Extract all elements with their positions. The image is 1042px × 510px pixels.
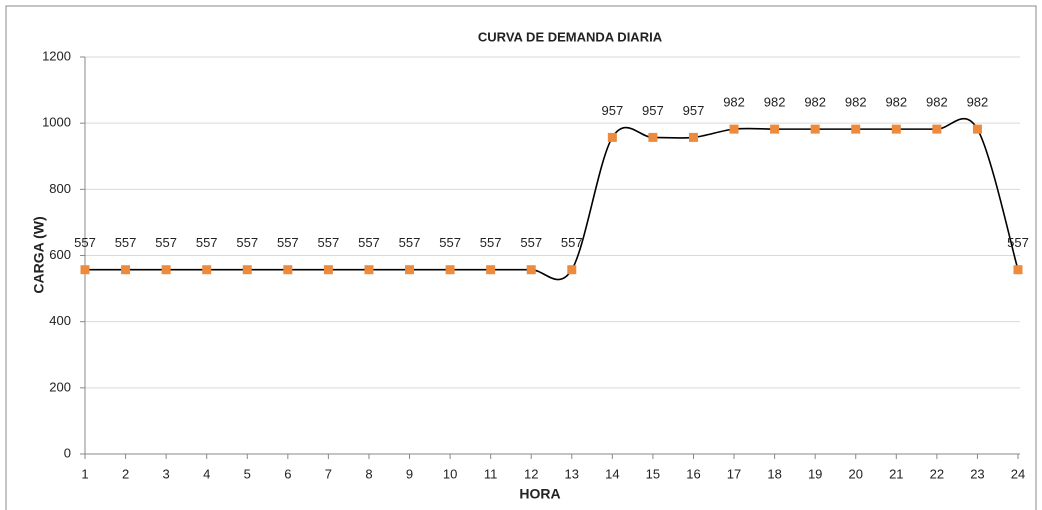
data-label: 982 (845, 95, 867, 110)
marker (121, 265, 131, 275)
marker (810, 124, 820, 134)
x-tick-label: 12 (524, 466, 538, 481)
y-axis-label: CARGA (W) (31, 216, 47, 293)
x-tick-label: 22 (930, 466, 944, 481)
data-label: 557 (115, 235, 137, 250)
chart-frame (5, 5, 1037, 510)
x-tick-label: 10 (443, 466, 457, 481)
x-tick-label: 20 (849, 466, 863, 481)
marker (445, 265, 455, 275)
x-axis-label: HORA (519, 486, 560, 502)
data-label: 982 (804, 95, 826, 110)
data-label: 557 (358, 235, 380, 250)
marker (323, 265, 333, 275)
y-tick-label: 1000 (42, 115, 71, 130)
marker (972, 124, 982, 134)
marker (891, 124, 901, 134)
data-label: 557 (196, 235, 218, 250)
data-label: 957 (642, 103, 664, 118)
y-tick-label: 0 (64, 445, 71, 460)
x-tick-label: 14 (605, 466, 619, 481)
y-tick-label: 400 (49, 313, 71, 328)
x-tick-label: 23 (970, 466, 984, 481)
marker (202, 265, 212, 275)
data-label: 957 (683, 103, 705, 118)
data-label: 557 (561, 235, 583, 250)
data-label: 982 (723, 95, 745, 110)
marker (729, 124, 739, 134)
data-label: 557 (155, 235, 177, 250)
y-tick-label: 600 (49, 247, 71, 262)
data-label: 557 (74, 235, 96, 250)
marker (405, 265, 415, 275)
data-label: 557 (1007, 235, 1029, 250)
data-label: 557 (236, 235, 258, 250)
marker (1013, 265, 1023, 275)
x-tick-label: 18 (767, 466, 781, 481)
data-label: 557 (520, 235, 542, 250)
data-label: 557 (439, 235, 461, 250)
marker (526, 265, 536, 275)
x-tick-label: 19 (808, 466, 822, 481)
data-label: 557 (277, 235, 299, 250)
x-tick-label: 9 (406, 466, 413, 481)
x-tick-label: 24 (1011, 466, 1025, 481)
y-tick-label: 800 (49, 181, 71, 196)
marker (932, 124, 942, 134)
marker (770, 124, 780, 134)
data-label: 982 (967, 95, 989, 110)
data-label: 557 (318, 235, 340, 250)
marker (607, 132, 617, 142)
x-tick-label: 17 (727, 466, 741, 481)
x-tick-label: 11 (484, 466, 498, 481)
data-label: 557 (399, 235, 421, 250)
marker (486, 265, 496, 275)
marker (161, 265, 171, 275)
x-tick-label: 3 (163, 466, 170, 481)
x-tick-label: 13 (565, 466, 579, 481)
marker (688, 132, 698, 142)
x-tick-label: 7 (325, 466, 332, 481)
marker (283, 265, 293, 275)
data-label: 982 (926, 95, 948, 110)
chart-title: CURVA DE DEMANDA DIARIA (478, 29, 663, 44)
marker (364, 265, 374, 275)
y-tick-label: 200 (49, 379, 71, 394)
data-label: 982 (764, 95, 786, 110)
x-tick-label: 6 (284, 466, 291, 481)
marker (80, 265, 90, 275)
x-tick-label: 15 (646, 466, 660, 481)
data-label: 557 (480, 235, 502, 250)
marker (242, 265, 252, 275)
data-label: 982 (885, 95, 907, 110)
x-tick-label: 21 (889, 466, 903, 481)
x-tick-label: 2 (122, 466, 129, 481)
data-label: 957 (601, 103, 623, 118)
marker (567, 265, 577, 275)
marker (851, 124, 861, 134)
x-tick-label: 5 (244, 466, 251, 481)
x-tick-label: 4 (203, 466, 210, 481)
x-tick-label: 1 (81, 466, 88, 481)
y-tick-label: 1200 (42, 48, 71, 63)
x-tick-label: 8 (365, 466, 372, 481)
marker (648, 132, 658, 142)
x-tick-label: 16 (686, 466, 700, 481)
